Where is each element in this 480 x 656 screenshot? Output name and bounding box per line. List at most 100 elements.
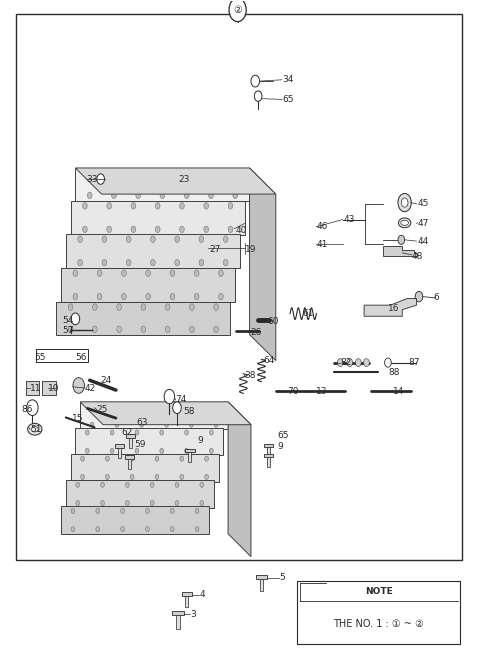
Polygon shape <box>364 298 417 316</box>
Text: 57: 57 <box>62 326 74 335</box>
Text: 5: 5 <box>279 573 285 582</box>
Circle shape <box>117 326 121 333</box>
Bar <box>115 444 124 447</box>
Circle shape <box>190 304 194 310</box>
Circle shape <box>71 508 75 514</box>
Text: 26: 26 <box>251 328 262 337</box>
Circle shape <box>173 402 181 413</box>
Text: 48: 48 <box>412 252 423 260</box>
Circle shape <box>223 236 228 243</box>
Text: 88: 88 <box>388 368 399 377</box>
Text: 82: 82 <box>340 358 351 367</box>
Circle shape <box>68 304 73 310</box>
Bar <box>264 454 273 457</box>
Bar <box>260 579 264 591</box>
Circle shape <box>140 404 144 409</box>
Circle shape <box>156 203 160 209</box>
Circle shape <box>195 508 199 514</box>
Text: 24: 24 <box>101 376 112 385</box>
Bar <box>42 381 56 396</box>
Circle shape <box>81 456 84 461</box>
Circle shape <box>209 448 213 453</box>
Bar <box>36 349 88 362</box>
Circle shape <box>125 482 129 487</box>
Text: 54: 54 <box>62 316 74 325</box>
Text: 65: 65 <box>277 431 289 440</box>
Circle shape <box>200 482 204 487</box>
Circle shape <box>194 270 199 276</box>
Circle shape <box>97 270 102 276</box>
Circle shape <box>337 359 343 367</box>
Circle shape <box>107 226 111 233</box>
Circle shape <box>223 259 228 266</box>
Circle shape <box>73 378 84 394</box>
Circle shape <box>180 203 184 209</box>
Circle shape <box>106 474 109 480</box>
Bar <box>256 575 267 579</box>
Circle shape <box>160 170 165 176</box>
Circle shape <box>175 482 179 487</box>
Circle shape <box>398 236 405 245</box>
Text: 56: 56 <box>75 353 87 362</box>
Circle shape <box>107 203 111 209</box>
Text: 44: 44 <box>418 237 429 245</box>
Bar <box>129 438 132 448</box>
Circle shape <box>190 422 193 427</box>
Circle shape <box>165 326 170 333</box>
Text: THE NO. 1 : ① ~ ②: THE NO. 1 : ① ~ ② <box>334 619 424 629</box>
Text: 9: 9 <box>197 436 203 445</box>
Circle shape <box>170 508 174 514</box>
Circle shape <box>190 326 194 333</box>
Circle shape <box>170 270 175 276</box>
Circle shape <box>125 501 129 506</box>
Polygon shape <box>228 402 251 557</box>
Text: 45: 45 <box>418 199 429 209</box>
Text: 59: 59 <box>134 440 145 449</box>
Circle shape <box>233 170 238 176</box>
Circle shape <box>195 527 199 532</box>
Ellipse shape <box>28 423 42 435</box>
Circle shape <box>164 390 175 404</box>
Circle shape <box>27 400 38 415</box>
Circle shape <box>85 448 89 453</box>
Circle shape <box>180 474 184 480</box>
Circle shape <box>141 326 146 333</box>
Text: 55: 55 <box>34 353 45 362</box>
Circle shape <box>175 501 179 506</box>
Circle shape <box>73 270 78 276</box>
Circle shape <box>126 259 131 266</box>
Bar <box>185 596 188 607</box>
Text: NOTE: NOTE <box>365 586 393 596</box>
Circle shape <box>151 236 156 243</box>
Text: 61: 61 <box>302 309 313 318</box>
Bar <box>66 234 240 268</box>
Circle shape <box>101 501 105 506</box>
Bar <box>61 268 235 302</box>
Circle shape <box>155 456 159 461</box>
Circle shape <box>347 359 353 367</box>
Circle shape <box>131 203 136 209</box>
Bar <box>188 452 192 462</box>
Text: 74: 74 <box>176 396 187 404</box>
Circle shape <box>184 192 189 199</box>
Circle shape <box>214 422 218 427</box>
Bar <box>71 454 218 482</box>
Bar <box>181 592 192 596</box>
Circle shape <box>165 422 168 427</box>
Circle shape <box>398 194 411 212</box>
Circle shape <box>141 304 146 310</box>
Text: 10: 10 <box>48 384 60 392</box>
Circle shape <box>71 527 75 532</box>
Circle shape <box>76 482 80 487</box>
Circle shape <box>199 259 204 266</box>
Bar <box>75 428 223 455</box>
Circle shape <box>145 508 149 514</box>
Ellipse shape <box>32 426 38 432</box>
Bar <box>61 506 209 534</box>
Bar <box>118 447 121 458</box>
Ellipse shape <box>401 220 408 226</box>
Text: 70: 70 <box>287 387 298 396</box>
Text: 60: 60 <box>268 317 279 326</box>
Circle shape <box>214 304 218 310</box>
Circle shape <box>126 236 131 243</box>
